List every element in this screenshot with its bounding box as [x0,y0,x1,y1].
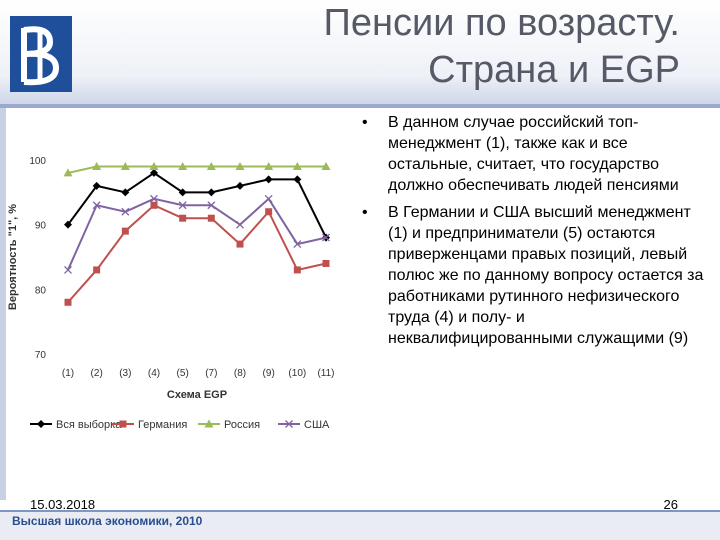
x-tick-label: (8) [234,368,246,379]
footer-date: 15.03.2018 [30,497,96,512]
data-point [236,240,244,248]
data-point [264,175,273,184]
data-point [178,188,187,197]
data-point [207,188,216,197]
data-point [293,240,302,249]
data-point [64,298,72,306]
data-point [264,161,274,170]
data-point [207,214,215,222]
y-tick-label: 70 [35,350,47,361]
x-tick-label: (10) [288,368,306,379]
legend-marker [204,419,214,428]
legend-marker [37,420,45,428]
y-tick-label: 90 [35,221,47,232]
data-point [207,201,216,210]
data-point [322,259,330,267]
data-point [235,161,245,170]
slide-title: Пенсии по возрасту. Страна и EGP [210,0,680,94]
data-point [179,214,187,222]
data-point [64,220,72,229]
data-point [236,220,244,229]
x-tick-label: (9) [263,368,275,379]
slide-title-line2: Страна и EGP [428,49,680,91]
y-tick-label: 80 [35,285,47,296]
x-tick-label: (3) [119,368,131,379]
data-point [236,181,244,190]
data-point [321,161,331,170]
bullet-item: В данном случае российский топ-менеджмен… [362,112,704,196]
data-point [121,227,129,235]
data-point [293,175,302,184]
page-number: 26 [663,497,678,512]
left-accent-bar [0,108,6,500]
x-tick-label: (2) [91,368,103,379]
data-point [121,188,130,197]
series-line-0 [67,171,327,239]
data-point [293,266,301,274]
data-point [322,233,330,242]
x-tick-label: (1) [62,368,74,379]
footer-band [0,512,720,540]
legend-label: США [304,419,330,431]
data-point [150,201,158,209]
header-band [0,0,720,108]
bullet-list: В данном случае российский топ-менеджмен… [362,112,704,355]
footer-organization: Высшая школа экономики, 2010 [12,514,203,528]
footer-divider [0,510,720,512]
data-point [292,161,302,170]
data-point [206,161,216,170]
data-point [150,168,158,177]
legend-label: Россия [224,419,260,431]
legend-label: Вся выборка [56,419,122,431]
slide-title-line1: Пенсии по возрасту. [323,2,680,44]
data-point [178,161,188,170]
data-point [92,201,101,210]
y-axis-label: Вероятность "1", % [7,204,19,310]
data-point [150,194,158,203]
x-tick-label: (5) [177,368,189,379]
bullet-item: В Германии и США высший менеджмент (1) и… [362,202,704,349]
data-point [149,161,159,170]
series-line-2 [67,165,326,174]
data-point [93,266,101,274]
series-line-3 [67,197,327,271]
x-tick-label: (11) [317,368,334,379]
line-chart: 70 80 90 100 Вероятность "1", % (1) (2) (3) (4) (… [7,156,335,431]
y-tick-label: 100 [29,156,46,167]
data-point [92,161,102,170]
data-point [92,181,101,190]
x-tick-label: (4) [148,368,160,379]
data-point [121,207,130,216]
x-axis-label: Схема EGP [167,389,227,401]
data-point [120,161,130,170]
legend-marker [285,420,293,428]
legend-marker [119,420,127,428]
header-divider [0,104,720,108]
data-point [178,201,187,210]
data-point [264,194,273,203]
data-point [265,208,273,216]
series-line-1 [67,204,327,303]
x-tick-label: (7) [205,368,217,379]
data-point [63,168,73,177]
legend-label: Германия [138,419,187,431]
data-point [64,265,72,274]
hse-logo-icon [10,16,72,92]
